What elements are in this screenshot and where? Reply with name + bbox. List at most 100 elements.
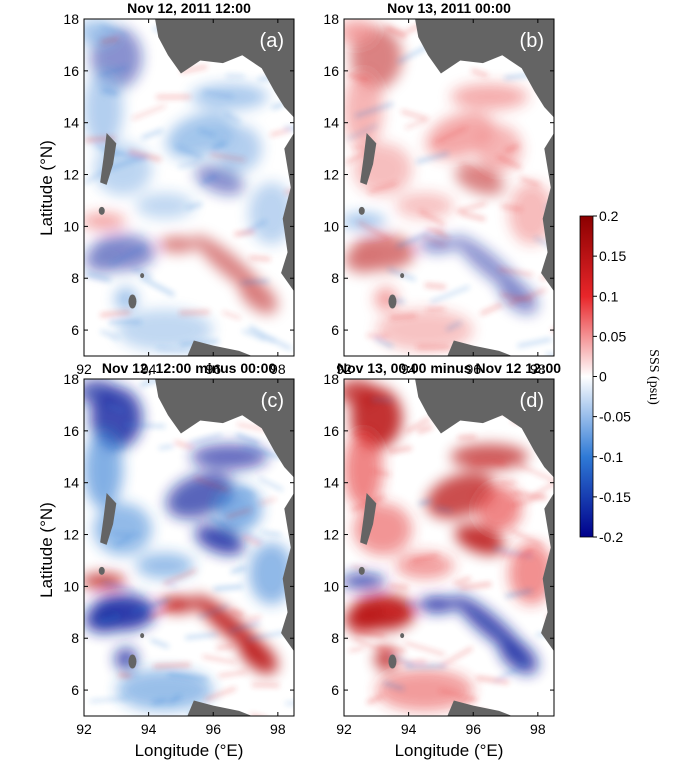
y-axis-label-bottom: Latitude (°N): [37, 502, 56, 598]
anomaly-streak: [353, 628, 386, 638]
anomaly-streak: [110, 245, 145, 266]
anomaly-streak: [529, 482, 554, 498]
anomaly-streak: [390, 314, 417, 320]
panel-a: 92 94 96 98 6 8 10 12 14 16 18 Nov 12, 2011 12:00 (a…: [63, 0, 295, 377]
anomaly-streak: [100, 310, 131, 317]
anomaly-streak: [247, 616, 262, 621]
anomaly-streak: [123, 423, 166, 428]
anomaly-streak: [250, 713, 262, 716]
anomaly-streak: [158, 444, 174, 450]
sss-anomaly-field: [344, 19, 554, 356]
y-tick-label: 10: [323, 578, 339, 594]
anomaly-patch: [195, 524, 245, 555]
anomaly-streak: [426, 307, 445, 312]
anomaly-streak: [492, 460, 507, 466]
anomaly-streak: [198, 129, 216, 137]
panel-frame: [343, 378, 555, 717]
anomaly-streak: [216, 644, 235, 650]
anomaly-patch: [190, 443, 269, 470]
nicobar-island: [388, 294, 397, 309]
y-tick-label: 10: [323, 218, 339, 234]
coastline-thailand: [281, 133, 294, 292]
coastline-sumatra: [187, 700, 252, 716]
coastline-myanmar: [415, 19, 554, 118]
anomaly-streak: [382, 609, 407, 617]
anomaly-streak: [174, 440, 193, 449]
anomaly-streak: [100, 330, 119, 340]
coastline-sumatra: [187, 340, 252, 356]
x-tick-label: 92: [336, 721, 352, 737]
anomaly-patch: [508, 182, 554, 245]
anomaly-streak: [501, 293, 532, 302]
colorbar-tick-label: -0.15: [599, 489, 631, 505]
y-tick-label: 10: [63, 578, 79, 594]
anomaly-patch: [344, 607, 383, 634]
anomaly-wash: [84, 19, 294, 351]
anomaly-patch: [344, 573, 386, 589]
anomaly-streak: [102, 580, 137, 594]
anomaly-patch: [84, 213, 126, 229]
y-tick-label: 6: [71, 322, 79, 338]
y-tick-label: 12: [323, 527, 339, 543]
x-tick-label: 98: [530, 361, 546, 377]
anomaly-patch: [450, 443, 529, 470]
anomaly-streak: [202, 655, 236, 664]
anomaly-streak: [109, 149, 146, 162]
sss-anomaly-field: [84, 19, 294, 354]
anomaly-streak: [480, 302, 503, 316]
anomaly-streak: [139, 275, 175, 297]
anomaly-streak: [200, 173, 218, 185]
anomaly-streak: [372, 470, 391, 476]
anomaly-streak: [208, 516, 227, 529]
anomaly-streak: [366, 334, 389, 338]
anomaly-streak: [378, 600, 396, 611]
y-tick-label: 6: [71, 682, 79, 698]
colorbar-tick-label: -0.2: [599, 529, 623, 545]
y-tick-label: 8: [71, 270, 79, 286]
anomaly-patch: [344, 19, 377, 45]
anomaly-streak: [357, 220, 391, 241]
anomaly-streak: [389, 583, 409, 590]
anomaly-streak: [118, 672, 132, 678]
anomaly-streak: [260, 530, 281, 536]
anomaly-streak: [405, 417, 430, 434]
anomaly-streak: [396, 231, 431, 249]
anomaly-streak: [101, 88, 119, 96]
anomaly-patch: [344, 379, 377, 405]
anomaly-streak: [204, 686, 237, 702]
anomaly-wash: [344, 379, 554, 711]
anomaly-streak: [229, 621, 261, 633]
anomaly-patch: [455, 524, 505, 555]
anomaly-patch: [418, 596, 458, 613]
panel-frame: [83, 378, 295, 717]
colorbar-ticks: 0.2 0.15 0.1 0.05 0 -0.05 -0.1 -0.15 -0.2: [593, 208, 631, 545]
y-tick-label: 8: [331, 630, 339, 646]
anomaly-streak: [251, 683, 280, 688]
anomaly-streak: [383, 681, 405, 691]
anomaly-streak: [248, 325, 275, 343]
coastline-sumatra: [447, 700, 512, 716]
anomaly-streak: [226, 508, 251, 519]
anomaly-patch: [239, 638, 278, 674]
anomaly-streak: [397, 45, 428, 64]
panel-title: Nov 13, 2011 00:00: [387, 0, 511, 16]
anomaly-patch: [450, 83, 529, 110]
anomaly-streak: [517, 548, 534, 561]
colorbar-tick-label: 0.15: [599, 248, 626, 264]
y-tick-label: 16: [63, 423, 79, 439]
anomaly-streak: [460, 211, 486, 221]
anomaly-streak: [249, 255, 271, 262]
nicobar-island: [128, 294, 137, 309]
coastline-myanmar: [415, 379, 554, 478]
panel-label: (c): [261, 390, 284, 412]
anomaly-patch: [84, 70, 123, 149]
anomaly-streak: [404, 641, 446, 656]
x-tick-label: 94: [401, 721, 417, 737]
anomaly-streak: [517, 337, 552, 348]
anomaly-streak: [230, 608, 244, 617]
anomaly-patch: [116, 309, 214, 351]
x-tick-label: 96: [465, 721, 481, 737]
anomaly-streak: [456, 202, 487, 213]
anomaly-streak: [237, 423, 267, 431]
